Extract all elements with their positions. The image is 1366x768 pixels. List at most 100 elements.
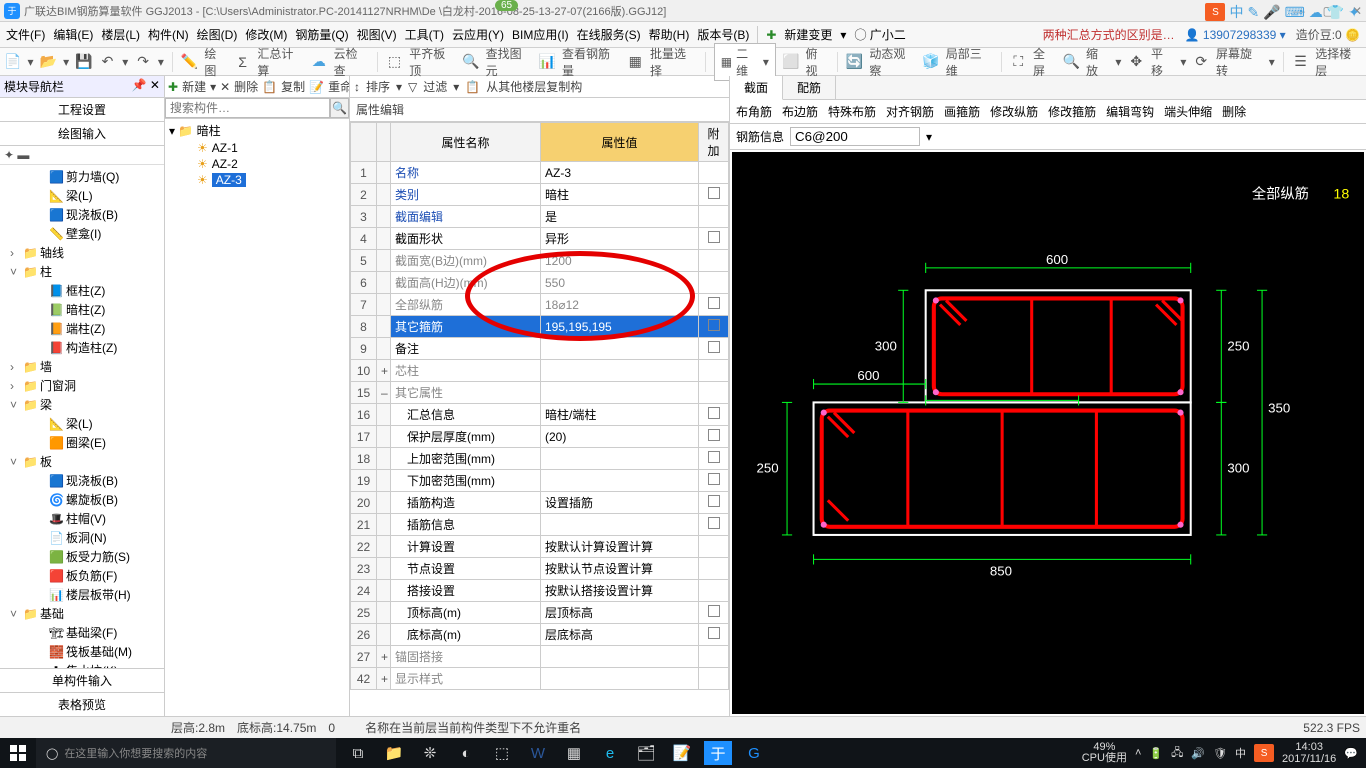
tray-sogou-icon[interactable]: S [1254, 744, 1274, 762]
selstorey-label[interactable]: 选择楼层 [1315, 45, 1362, 79]
prop-name[interactable]: 计算设置 [391, 536, 541, 558]
prop-extra-checkbox[interactable] [699, 184, 729, 206]
sub-3[interactable]: 对齐钢筋 [886, 103, 934, 120]
prop-value[interactable]: 是 [541, 206, 699, 228]
prop-name[interactable]: 保护层厚度(mm) [391, 426, 541, 448]
menu-floor[interactable]: 楼层(L) [101, 26, 140, 43]
prop-extra-checkbox[interactable] [699, 250, 729, 272]
menu-view[interactable]: 视图(V) [357, 26, 397, 43]
component-instance-tree[interactable]: ▾ 📁 暗柱☀ AZ-1☀ AZ-2☀ AZ-3 [165, 119, 349, 716]
prop-value[interactable]: 按默认节点设置计算 [541, 558, 699, 580]
prop-extra-checkbox[interactable] [699, 448, 729, 470]
draw-icon[interactable]: ✏️ [181, 53, 199, 71]
cloudcheck-label[interactable]: 云检查 [334, 45, 369, 79]
instance-item[interactable]: ☀ AZ-2 [167, 156, 347, 172]
nav-tab-table[interactable]: 表格预览 [0, 692, 164, 716]
tray-shield-icon[interactable]: 🛡 [1213, 747, 1227, 760]
ime-icon-2[interactable]: ⌨ [1285, 4, 1305, 21]
component-search-input[interactable] [165, 98, 330, 118]
sub-8[interactable]: 端头伸缩 [1164, 103, 1212, 120]
bird-label[interactable]: 俯视 [805, 45, 828, 79]
prop-value[interactable]: 195,195,195 [541, 316, 699, 338]
app-icon-1[interactable]: ❊ [416, 741, 444, 765]
prop-value[interactable]: (20) [541, 426, 699, 448]
prop-extra-checkbox[interactable] [699, 382, 729, 404]
prop-value[interactable] [541, 338, 699, 360]
prop-name[interactable]: 截面宽(B边)(mm) [391, 250, 541, 272]
menu-rebar[interactable]: 钢筋量(Q) [295, 26, 348, 43]
open-file-icon[interactable]: 📂 [40, 53, 58, 71]
ime-icon-1[interactable]: 🎤 [1263, 4, 1280, 21]
prop-value[interactable]: 暗柱/端柱 [541, 404, 699, 426]
prop-extra-checkbox[interactable] [699, 514, 729, 536]
save-icon[interactable]: 💾 [75, 53, 93, 71]
taskbar-search[interactable]: ◯ 在这里输入你想要搜索的内容 [36, 738, 336, 768]
tree-node[interactable]: 📕构造柱(Z) [2, 338, 162, 357]
prop-name[interactable]: 截面高(H边)(mm) [391, 272, 541, 294]
findimg-label[interactable]: 查找图元 [486, 45, 533, 79]
prop-value[interactable]: AZ-3 [541, 162, 699, 184]
menu-file[interactable]: 文件(F) [6, 26, 45, 43]
sort-btn[interactable]: 排序 [366, 78, 390, 95]
ime-icon-3[interactable]: ☁ [1309, 4, 1323, 21]
tree-node[interactable]: 📘框柱(Z) [2, 281, 162, 300]
tab-section[interactable]: 截面 [730, 76, 783, 100]
prop-name[interactable]: 插筋信息 [391, 514, 541, 536]
tray-network-icon[interactable]: 🖧 [1171, 744, 1183, 763]
filter-btn[interactable]: 过滤 [423, 78, 447, 95]
local3d-label[interactable]: 局部三维 [946, 45, 993, 79]
app-icon-8[interactable]: G [740, 741, 768, 765]
prop-value[interactable]: 按默认计算设置计算 [541, 536, 699, 558]
section-canvas[interactable]: 600250600300300350250850全部纵筋18 [732, 152, 1364, 714]
nav-tab-project[interactable]: 工程设置 [0, 98, 164, 122]
zoom-label[interactable]: 缩放 [1086, 45, 1109, 79]
prop-extra-checkbox[interactable] [699, 360, 729, 382]
prop-extra-checkbox[interactable] [699, 602, 729, 624]
ie-icon[interactable]: e [596, 741, 624, 765]
sub-4[interactable]: 画箍筋 [944, 103, 980, 120]
app-icon-3[interactable]: ⬚ [488, 741, 516, 765]
tree-node[interactable]: 🌀螺旋板(B) [2, 490, 162, 509]
prop-extra-checkbox[interactable] [699, 162, 729, 184]
prop-value[interactable]: 按默认搭接设置计算 [541, 580, 699, 602]
prop-name[interactable]: 锚固搭接 [391, 646, 541, 668]
prop-name[interactable]: 全部纵筋 [391, 294, 541, 316]
tree-node[interactable]: 🟧圈梁(E) [2, 433, 162, 452]
tree-node[interactable]: ˅📁板 [2, 452, 162, 471]
prop-name[interactable]: 截面形状 [391, 228, 541, 250]
prop-name[interactable]: 显示样式 [391, 668, 541, 690]
prop-value[interactable]: 层顶标高 [541, 602, 699, 624]
sub-1[interactable]: 布边筋 [782, 103, 818, 120]
delete-component[interactable]: 删除 [234, 78, 258, 95]
rebar-info-input[interactable] [790, 127, 920, 146]
menu-bim[interactable]: BIM应用(I) [512, 26, 569, 43]
menu-cloud[interactable]: 云应用(Y) [452, 26, 504, 43]
prop-name[interactable]: 上加密范围(mm) [391, 448, 541, 470]
menu-tool[interactable]: 工具(T) [405, 26, 444, 43]
tree-node[interactable]: 📊楼层板带(H) [2, 585, 162, 604]
sub-0[interactable]: 布角筋 [736, 103, 772, 120]
prop-name[interactable]: 汇总信息 [391, 404, 541, 426]
prop-extra-checkbox[interactable] [699, 272, 729, 294]
prop-value[interactable]: 18⌀12 [541, 294, 699, 316]
prop-value[interactable] [541, 382, 699, 404]
prop-extra-checkbox[interactable] [699, 470, 729, 492]
view-2d-dropdown[interactable]: ▦ 二维 ▾ [714, 43, 776, 81]
prop-extra-checkbox[interactable] [699, 338, 729, 360]
prop-name[interactable]: 插筋构造 [391, 492, 541, 514]
tree-node[interactable]: ›📁轴线 [2, 243, 162, 262]
ime-logo[interactable]: S [1205, 3, 1225, 21]
prop-extra-checkbox[interactable] [699, 536, 729, 558]
tree-node[interactable]: ›📁门窗洞 [2, 376, 162, 395]
menu-online[interactable]: 在线服务(S) [577, 26, 641, 43]
undo-icon[interactable]: ↶ [99, 53, 117, 71]
pan-label[interactable]: 平移 [1151, 45, 1174, 79]
menu-version[interactable]: 版本号(B) [697, 26, 749, 43]
tree-node[interactable]: ⬇集水坑(K) [2, 661, 162, 668]
search-button[interactable]: 🔍 [330, 98, 349, 118]
rename-component[interactable]: 重命名 [328, 78, 349, 95]
prop-extra-checkbox[interactable] [699, 228, 729, 250]
tab-rebar[interactable]: 配筋 [783, 76, 836, 99]
tree-node[interactable]: 🟦现浇板(B) [2, 205, 162, 224]
prop-name[interactable]: 芯柱 [391, 360, 541, 382]
